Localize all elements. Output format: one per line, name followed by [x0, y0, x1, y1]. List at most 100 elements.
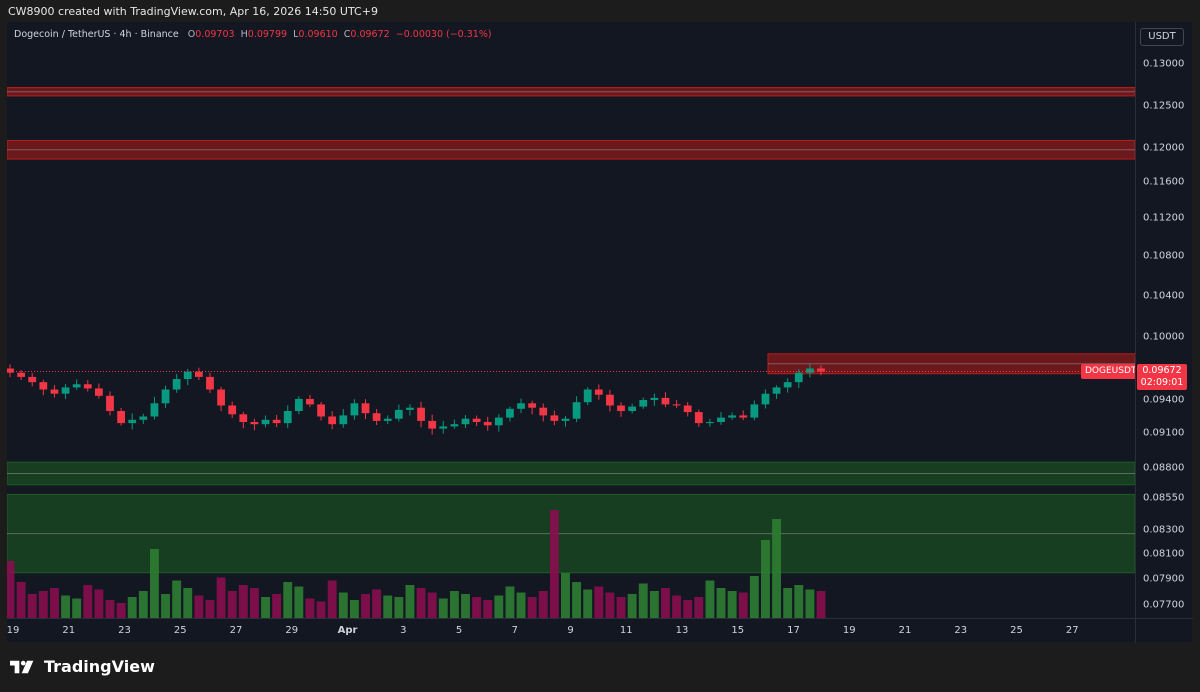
volume-bar — [638, 583, 648, 618]
candle-body — [417, 407, 425, 421]
high-value: 0.09799 — [247, 29, 288, 40]
candle-body — [106, 395, 114, 411]
price-tick-label: 0.07700 — [1143, 599, 1185, 611]
volume-bar — [294, 586, 304, 618]
volume-bar — [727, 591, 737, 618]
credit-text: CW8900 created with TradingView.com, Apr… — [8, 5, 378, 18]
candle-body — [494, 417, 503, 426]
volume-bar — [383, 595, 393, 618]
volume-bar — [172, 580, 182, 618]
volume-bar — [427, 592, 437, 618]
time-tick-label: 25 — [1010, 625, 1023, 636]
volume-bar — [583, 589, 593, 618]
volume-bar — [349, 600, 359, 618]
candle-body — [672, 404, 681, 406]
volume-bar — [605, 592, 615, 618]
volume-bar — [538, 591, 548, 618]
volume-bar — [27, 594, 37, 618]
candle-body — [150, 403, 159, 417]
volume-bar — [283, 582, 293, 618]
volume-bar — [672, 595, 682, 618]
volume-bar — [749, 576, 759, 618]
candle-body — [339, 415, 348, 425]
currency-button[interactable]: USDT — [1140, 28, 1184, 46]
volume-bar — [505, 586, 515, 618]
volume-bar — [549, 510, 559, 618]
volume-bar — [61, 595, 70, 618]
volume-bar — [449, 591, 459, 618]
volume-bar — [216, 577, 226, 618]
volume-bar — [338, 592, 348, 618]
price-tick-label: 0.10800 — [1143, 250, 1185, 262]
candle-body — [572, 402, 581, 419]
volume-bar — [127, 597, 137, 618]
volume-bar — [616, 597, 626, 618]
low-key: L — [293, 29, 299, 40]
candle-body — [439, 426, 448, 429]
candle-body — [239, 414, 248, 422]
price-axis[interactable]: USDT 0.13000 0.12500 0.12000 0.11600 0.11200… — [1135, 22, 1193, 618]
price-chart[interactable] — [7, 22, 1135, 618]
last-price-value: 0.09672 — [1142, 365, 1182, 377]
price-tick-label: 0.08800 — [1143, 462, 1185, 474]
time-tick-label: 23 — [118, 625, 131, 636]
time-tick-label: 27 — [229, 625, 243, 636]
price-tick-label: 0.11200 — [1143, 212, 1185, 224]
volume-bar — [472, 597, 482, 618]
chart-frame[interactable]: Dogecoin / TetherUS · 4h · Binance O0.09… — [7, 22, 1193, 643]
volume-bar — [683, 600, 693, 618]
axis-corner — [1135, 618, 1193, 643]
close-key: C — [343, 29, 351, 40]
time-tick-label: 21 — [898, 625, 912, 636]
candle-body — [294, 398, 303, 411]
time-axis[interactable]: 19 21 23 25 27 29 Apr 3 5 7 9 11 13 15 17 19 21 23 25 27 — [7, 618, 1135, 643]
candle-body — [806, 368, 814, 373]
volume-bar — [238, 585, 248, 618]
candle-body — [361, 403, 370, 414]
candle-body — [128, 419, 137, 424]
candle-body — [328, 416, 337, 425]
candle-body — [772, 387, 781, 394]
candle-body — [717, 417, 725, 422]
time-tick-label: 13 — [675, 625, 689, 636]
price-tick-label: 0.13000 — [1143, 58, 1185, 70]
volume-bar — [83, 585, 93, 618]
volume-bar — [394, 597, 404, 618]
volume-bar — [183, 588, 193, 618]
time-tick-label: 11 — [619, 625, 633, 636]
price-tick-label: 0.12000 — [1143, 142, 1185, 154]
volume-bar — [416, 588, 426, 618]
time-tick-label: 29 — [285, 625, 299, 636]
volume-bar — [261, 597, 270, 618]
candle-body — [50, 389, 59, 394]
candle-body — [728, 415, 737, 418]
price-tick-label: 0.08550 — [1143, 492, 1185, 504]
candle-body — [517, 403, 525, 409]
volume-bar — [772, 519, 782, 618]
volume-bar — [372, 589, 382, 618]
price-tick-label: 0.09100 — [1143, 427, 1185, 439]
candle-body — [94, 388, 103, 396]
candle-body — [217, 389, 225, 406]
plot-area[interactable]: Dogecoin / TetherUS · 4h · Binance O0.09… — [7, 22, 1135, 618]
time-tick-label: 15 — [731, 625, 745, 636]
candle-body — [317, 404, 325, 417]
time-tick-label: 3 — [400, 625, 407, 636]
candle-body — [7, 368, 14, 373]
price-tick-label: 0.12500 — [1143, 100, 1185, 112]
symbol-legend[interactable]: Dogecoin / TetherUS · 4h · Binance O0.09… — [14, 29, 492, 40]
price-tick-label: 0.08300 — [1143, 524, 1185, 536]
volume-bar — [561, 573, 570, 618]
symbol-name[interactable]: Dogecoin / TetherUS · 4h · Binance — [14, 29, 179, 40]
candle-body — [394, 409, 403, 419]
candle-body — [561, 418, 570, 421]
volume-bar — [705, 580, 715, 618]
volume-bar — [783, 588, 793, 618]
volume-bar — [716, 588, 726, 618]
volume-bar — [572, 582, 582, 618]
candle-body — [472, 418, 481, 422]
candle-body — [783, 382, 792, 388]
volume-bar — [205, 600, 215, 618]
time-tick-label: Apr — [337, 625, 358, 636]
candle-body — [306, 398, 314, 405]
